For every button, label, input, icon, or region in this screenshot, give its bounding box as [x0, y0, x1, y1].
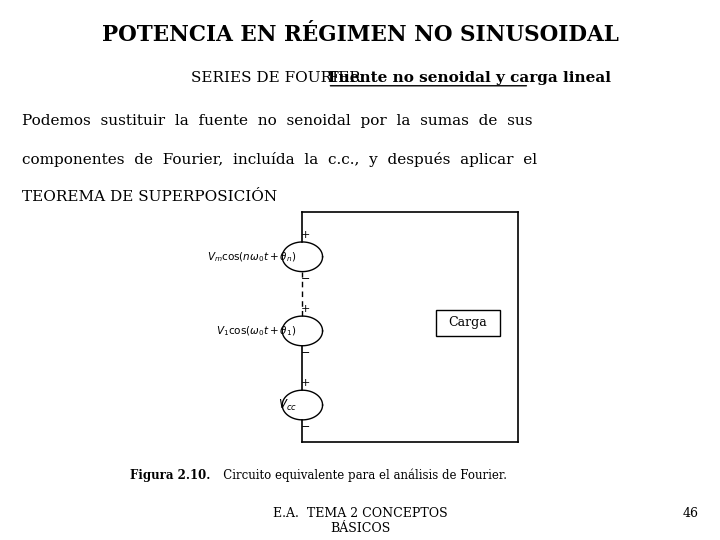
- Text: +: +: [300, 378, 310, 388]
- Text: Carga: Carga: [449, 316, 487, 329]
- Text: TEOREMA DE SUPERPOSICIÓN: TEOREMA DE SUPERPOSICIÓN: [22, 190, 276, 204]
- Text: SERIES DE FOURIER.: SERIES DE FOURIER.: [191, 71, 370, 85]
- Text: $V_m\cos(n\omega_0 t+\theta_n)$: $V_m\cos(n\omega_0 t+\theta_n)$: [207, 250, 297, 264]
- Text: Podemos  sustituir  la  fuente  no  senoidal  por  la  sumas  de  sus: Podemos sustituir la fuente no senoidal …: [22, 114, 532, 128]
- Text: :: :: [529, 71, 534, 85]
- Text: POTENCIA EN RÉGIMEN NO SINUSOIDAL: POTENCIA EN RÉGIMEN NO SINUSOIDAL: [102, 24, 618, 46]
- Bar: [436, 310, 500, 336]
- Text: Figura 2.10.: Figura 2.10.: [130, 469, 210, 482]
- Text: 46: 46: [683, 507, 698, 520]
- Text: −: −: [300, 348, 310, 358]
- Text: −: −: [300, 422, 310, 432]
- Text: +: +: [300, 304, 310, 314]
- Text: componentes  de  Fourier,  incluída  la  c.c.,  y  después  aplicar  el: componentes de Fourier, incluída la c.c.…: [22, 152, 536, 167]
- Text: E.A.  TEMA 2 CONCEPTOS
BÁSICOS: E.A. TEMA 2 CONCEPTOS BÁSICOS: [273, 507, 447, 535]
- Text: +: +: [300, 230, 310, 240]
- Text: −: −: [300, 274, 310, 284]
- Text: $V_{cc}$: $V_{cc}$: [278, 397, 297, 413]
- Text: Circuito equivalente para el análisis de Fourier.: Circuito equivalente para el análisis de…: [212, 469, 508, 482]
- Text: Fuente no senoidal y carga lineal: Fuente no senoidal y carga lineal: [328, 71, 611, 85]
- Text: $V_1\cos(\omega_0 t+\theta_1)$: $V_1\cos(\omega_0 t+\theta_1)$: [216, 324, 297, 338]
